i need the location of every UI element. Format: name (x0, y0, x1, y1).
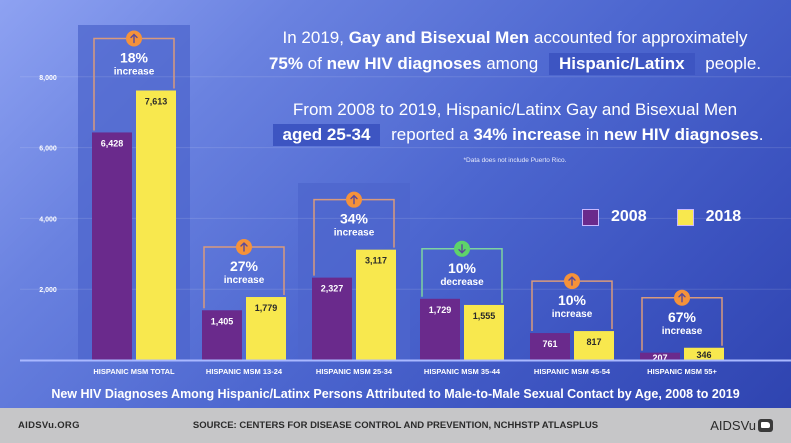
headline-line-3: From 2008 to 2019, Hispanic/Latinx Gay a… (292, 100, 738, 119)
headline-bold: Gay and Bisexual Men (348, 28, 530, 47)
headline-text: in (581, 125, 604, 144)
bar-value-label: 817 (586, 337, 601, 347)
legend-label: 2018 (705, 208, 742, 225)
bar-value-label: 1,555 (473, 311, 496, 321)
change-percent: 67% (668, 309, 697, 325)
arrow-down-icon (458, 244, 466, 254)
y-tick-label: 2,000 (39, 287, 57, 294)
change-percent: 10% (558, 292, 587, 308)
headline-line-4: aged 25-34 reported a 34% increase in ne… (240, 124, 790, 146)
bar-2018 (464, 304, 504, 360)
footer: AIDSVu.ORG SOURCE: CENTERS FOR DISEASE C… (0, 408, 791, 443)
headline-text: accounted for approximately (529, 28, 748, 47)
arrow-up-icon (568, 276, 576, 286)
category-label: HISPANIC MSM 55+ (647, 367, 717, 376)
bar-value-label: 2,327 (321, 284, 344, 294)
bar-value-label: 346 (696, 350, 711, 360)
bar-chart: 2,000 4,000 6,000 8,000 6,428 7,613 HISPANIC M… (20, 25, 791, 376)
arrow-up-icon (350, 194, 358, 205)
logo-text: AIDSVu (710, 418, 756, 433)
y-tick-label: 8,000 (39, 75, 57, 82)
headline-line-1: In 2019, Gay and Bisexual Men accounted … (240, 27, 790, 49)
headline-text: In 2019, (282, 28, 349, 47)
arrow-up-icon (240, 242, 248, 252)
headline-text: reported a (386, 125, 474, 144)
bar-2018 (356, 249, 396, 360)
change-direction: increase (114, 66, 155, 77)
bar-value-label: 7,613 (145, 96, 168, 106)
headline-bold: 75% (268, 54, 303, 73)
bar-2018 (246, 297, 286, 360)
bar-2008 (92, 132, 132, 360)
bar-value-label: 3,117 (365, 256, 387, 266)
bar-2008 (202, 310, 242, 360)
legend-label: 2008 (611, 208, 647, 225)
headline-highlight-box: aged 25-34 (272, 124, 381, 146)
y-tick-label: 4,000 (39, 216, 57, 223)
bar-value-label: 1,729 (429, 305, 452, 315)
bar-2008 (420, 298, 460, 360)
legend-swatch-2018 (676, 208, 694, 226)
change-direction: increase (552, 309, 593, 320)
headline-bold: new HIV diagnoses (326, 54, 482, 73)
bar-2018 (136, 90, 176, 360)
change-direction: decrease (440, 277, 484, 288)
category-label: HISPANIC MSM TOTAL (93, 367, 175, 376)
bar-2008 (640, 352, 680, 360)
arrow-up-icon (678, 292, 686, 303)
change-percent: 18% (120, 49, 149, 65)
bar-2018 (574, 331, 614, 360)
bar-2008 (530, 333, 570, 360)
headline-text: among (481, 54, 543, 73)
footer-source: SOURCE: CENTERS FOR DISEASE CONTROL AND … (192, 420, 599, 431)
aidsvu-logo: AIDSVu (710, 418, 773, 433)
bar-value-label: 6,428 (101, 138, 124, 148)
chart-title: New HIV Diagnoses Among Hispanic/Latinx … (51, 387, 740, 401)
y-tick-label: 6,000 (39, 146, 57, 153)
change-percent: 34% (340, 211, 369, 227)
footnote: *Data does not include Puerto Rico. (463, 157, 567, 164)
headline-text: people. (700, 54, 762, 73)
chart-legend: 2008 2018 (582, 208, 761, 226)
bar-value-label: 1,779 (255, 303, 278, 313)
bar-2008 (312, 277, 352, 360)
category-label: HISPANIC MSM 45-54 (534, 367, 611, 376)
headline-text: of (302, 54, 327, 73)
category-label: HISPANIC MSM 35-44 (424, 367, 501, 376)
headline-bold: 34% increase (473, 125, 582, 144)
change-direction: increase (662, 326, 703, 337)
headline-highlight-box: Hispanic/Latinx (548, 53, 695, 75)
category-label: HISPANIC MSM 25-34 (316, 367, 393, 376)
change-direction: increase (334, 228, 375, 239)
bar-value-label: 207 (652, 353, 667, 363)
category-label: HISPANIC MSM 13-24 (206, 367, 283, 376)
arrow-up-icon (130, 33, 138, 44)
change-percent: 10% (448, 260, 477, 276)
legend-swatch-2008 (582, 208, 599, 226)
legend-item-2008: 2008 (582, 208, 647, 226)
headline-text: . (758, 125, 764, 144)
bar-value-label: 1,405 (211, 316, 234, 326)
legend-item-2018: 2018 (676, 208, 742, 226)
change-direction: increase (224, 275, 265, 286)
headline-bold: new HIV diagnoses (603, 125, 759, 144)
headline-line-2: 75% of new HIV diagnoses among Hispanic/… (240, 53, 790, 75)
bar-value-label: 761 (542, 339, 557, 349)
change-percent: 27% (230, 258, 259, 274)
bar-2018 (684, 347, 724, 360)
footer-url: AIDSVu.ORG (18, 420, 80, 431)
infographic-panel: 2,000 4,000 6,000 8,000 6,428 7,613 HISPANIC M… (0, 0, 791, 408)
us-map-icon (758, 419, 773, 432)
